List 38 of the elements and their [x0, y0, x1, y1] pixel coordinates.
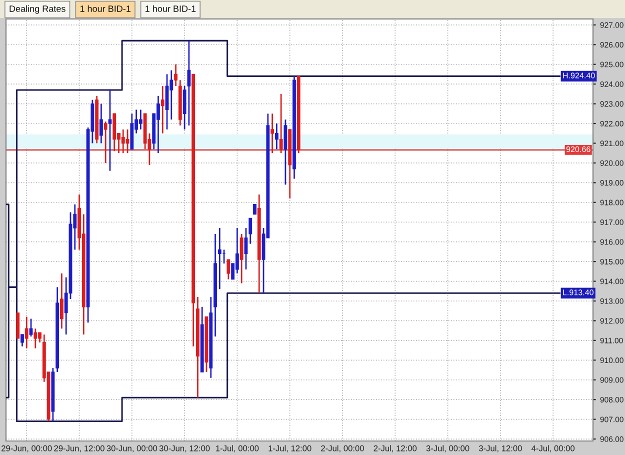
candlestick [60, 272, 64, 330]
ref-line-label: 920.66 [566, 146, 590, 152]
candlestick [274, 122, 278, 150]
candlestick [24, 316, 28, 350]
candlestick [121, 128, 125, 154]
text: 1 hour BID-1 [146, 5, 196, 12]
candlestick [187, 40, 191, 126]
candlestick [270, 112, 274, 154]
candlestick [170, 70, 174, 120]
x-tick-label: 1-Jul, 00:00 [216, 445, 259, 452]
candlestick [108, 89, 112, 172]
candlestick [160, 85, 164, 134]
x-tick-label: 2-Jul, 12:00 [374, 445, 417, 452]
text: Dealing Rates [10, 5, 66, 14]
annotation: L.913.40 [563, 290, 594, 296]
x-tick-label: 29-Jun, 12:00 [54, 445, 104, 452]
x-tick-label: 1-Jul, 12:00 [268, 445, 312, 452]
candlestick [99, 103, 103, 144]
x-tick-label: 30-Jun, 00:00 [106, 445, 158, 452]
text: 1 hour BID-1 [80, 5, 130, 12]
x-tick-label: 29-Jun, 00:00 [2, 445, 52, 452]
candlestick [104, 120, 108, 164]
candlestick [138, 109, 142, 130]
x-tick-label: 3-Jul, 00:00 [426, 445, 470, 452]
candlestick [248, 217, 252, 244]
x-tick-label: 4-Jul, 00:00 [531, 445, 575, 452]
x-tick-label: 30-Jun, 12:00 [159, 445, 210, 452]
candlestick [20, 334, 24, 348]
candlestick [253, 204, 256, 215]
candlestick [218, 227, 222, 290]
candlestick [174, 64, 178, 87]
candlestick [240, 233, 244, 284]
candlestick [226, 258, 230, 280]
candlestick [34, 328, 38, 350]
x-tick-label: 2-Jul, 00:00 [321, 445, 364, 452]
x-tick-label: 3-Jul, 12:00 [478, 445, 522, 452]
candlestick [279, 93, 283, 154]
annotation: H.924.40 [563, 72, 595, 78]
